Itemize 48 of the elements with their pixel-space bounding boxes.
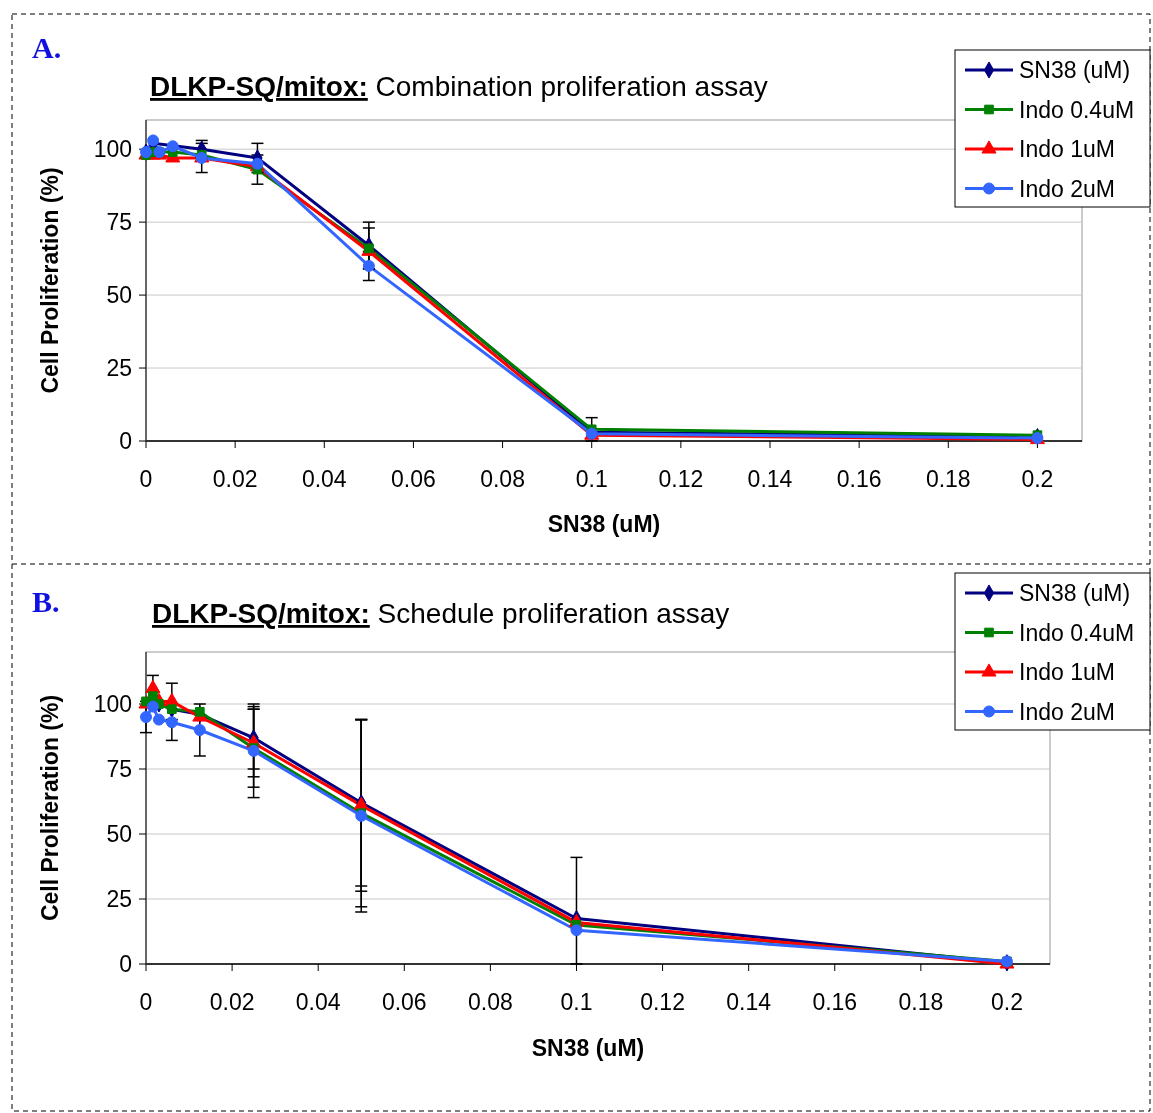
x-tick-label: 0.16	[836, 466, 882, 492]
legend-label: Indo 1uM	[1019, 136, 1115, 162]
x-tick-label: 0.14	[726, 989, 772, 1015]
chart-title: DLKP-SQ/mitox: Combination proliferation assay	[150, 71, 768, 102]
x-tick-label: 0.02	[209, 989, 255, 1015]
chart-title: DLKP-SQ/mitox: Schedule proliferation assay	[152, 598, 730, 629]
y-tick-label: 25	[106, 886, 132, 912]
x-tick-label: 0.1	[575, 466, 608, 492]
text: A.	[32, 31, 62, 64]
x-tick-label: 0	[139, 989, 153, 1015]
y-tick-label: 25	[106, 355, 132, 382]
x-tick-label: 0	[139, 466, 153, 492]
x-tick-label: 0.14	[747, 466, 793, 492]
y-tick-label: 50	[106, 282, 132, 309]
x-tick-label: 0.04	[301, 466, 347, 492]
y-tick-label: 75	[106, 756, 132, 782]
x-tick-label: 0.2	[990, 989, 1023, 1015]
y-axis-title: Cell Proliferation (%)	[37, 167, 63, 394]
legend-label: Indo 2uM	[1019, 175, 1115, 202]
x-tick-label: 0.2	[1021, 466, 1054, 492]
x-tick-label: 0.08	[468, 989, 513, 1015]
x-axis-title: SN38 (uM)	[547, 511, 661, 537]
x-tick-label: 0.12	[640, 989, 685, 1015]
legend-label: SN38 (uM)	[1019, 57, 1131, 83]
x-tick-label: 0.18	[925, 466, 971, 492]
y-axis-title: Cell Proliferation (%)	[37, 694, 63, 922]
y-tick-label: 0	[119, 951, 132, 977]
x-tick-label: 0.06	[391, 466, 436, 492]
x-tick-label: 0.18	[898, 989, 944, 1015]
x-axis-title: SN38 (uM)	[531, 1035, 645, 1061]
legend-label: Indo 1uM	[1019, 659, 1115, 685]
x-tick-label: 0.16	[812, 989, 858, 1015]
legend-label: Indo 2uM	[1019, 698, 1115, 725]
y-tick-label: 100	[93, 691, 132, 717]
y-tick-label: 0	[119, 428, 132, 454]
x-tick-label: 0.04	[295, 989, 341, 1015]
x-tick-label: 0.08	[480, 466, 525, 492]
x-tick-label: 0.06	[381, 989, 427, 1015]
legend-label: SN38 (uM)	[1019, 580, 1131, 606]
legend-label: Indo 0.4uM	[1019, 96, 1135, 123]
text: B.	[32, 585, 60, 618]
x-tick-label: 0.02	[212, 466, 258, 492]
x-tick-label: 0.1	[560, 989, 593, 1015]
y-tick-label: 100	[93, 136, 132, 163]
y-tick-label: 50	[106, 821, 132, 847]
legend-label: Indo 0.4uM	[1019, 619, 1135, 646]
x-tick-label: 0.12	[658, 466, 704, 492]
y-tick-label: 75	[106, 209, 132, 236]
